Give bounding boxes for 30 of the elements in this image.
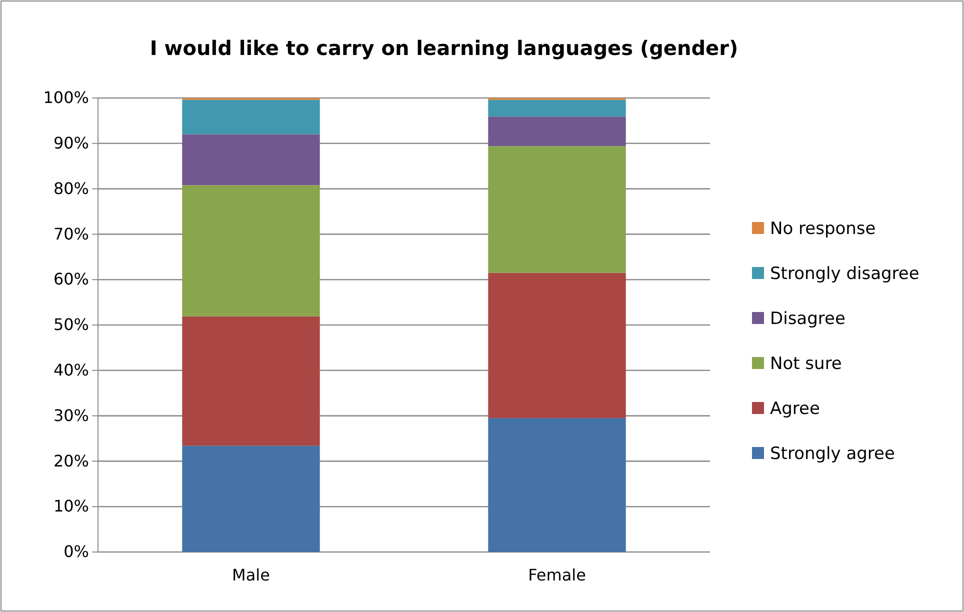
y-tick-label: 90%	[53, 134, 89, 153]
bar	[488, 146, 626, 273]
y-tick-label: 100%	[43, 88, 89, 108]
chart-title: I would like to carry on learning languages (gender)	[150, 36, 738, 60]
y-tick-label: 0%	[64, 542, 89, 562]
bar	[182, 134, 320, 186]
legend-label: Not sure	[770, 354, 842, 374]
y-tick-label: 80%	[53, 178, 89, 198]
bar	[488, 116, 626, 146]
y-tick-label: 60%	[53, 270, 89, 289]
x-tick-label: Female	[528, 566, 586, 585]
x-tick-label: Male	[232, 566, 270, 585]
legend-label: Strongly agree	[770, 444, 895, 464]
bar	[182, 446, 320, 552]
legend-label: Strongly disagree	[770, 264, 920, 284]
bar	[488, 100, 626, 117]
bar	[182, 100, 320, 134]
y-tick-label: 10%	[53, 496, 89, 516]
bar	[488, 418, 626, 552]
y-tick-label: 50%	[53, 315, 89, 334]
bar	[182, 185, 320, 316]
bar	[488, 272, 626, 418]
bar	[182, 316, 320, 446]
y-tick-label: 20%	[53, 451, 89, 470]
y-tick-label: 40%	[53, 360, 89, 380]
legend-label: No response	[770, 219, 876, 239]
legend-label: Disagree	[770, 309, 846, 329]
y-tick-label: 70%	[53, 224, 89, 244]
legend-label: Agree	[770, 399, 820, 419]
y-tick-label: 30%	[53, 406, 89, 425]
